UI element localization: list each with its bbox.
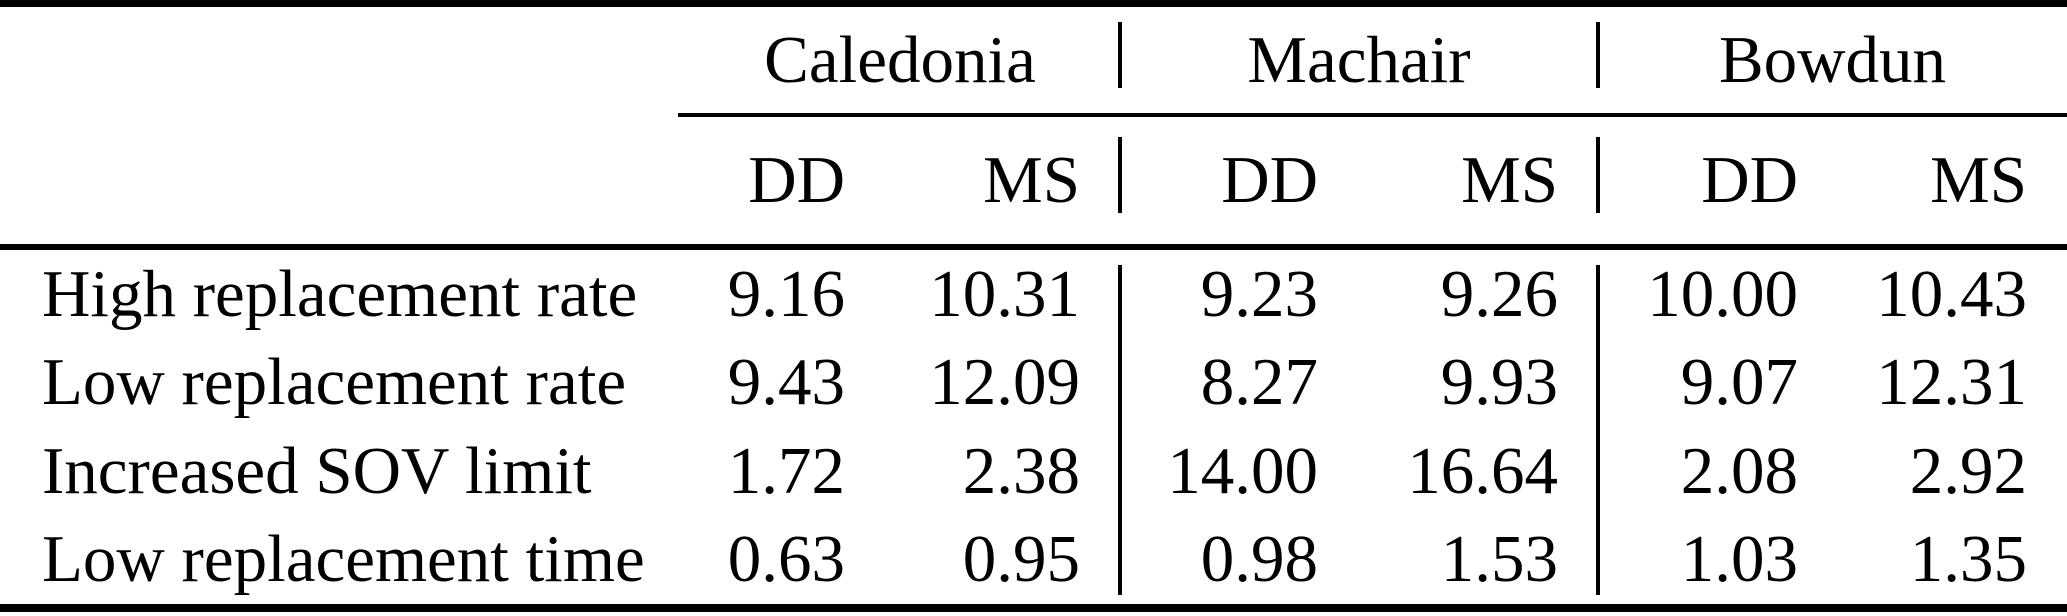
table-bottom-rule xyxy=(0,604,2067,612)
group-header-caledonia: Caledonia xyxy=(764,22,1036,97)
cell-machair-dd: 0.98 xyxy=(1200,522,1318,597)
header-body-separator-rule xyxy=(0,244,2067,250)
cell-bowdun-dd: 1.03 xyxy=(1680,522,1798,597)
cell-machair-ms: 9.26 xyxy=(1440,256,1558,331)
cell-bowdun-ms: 10.43 xyxy=(1876,256,2027,331)
column-divider-1-subheader xyxy=(1118,137,1122,213)
cell-caledonia-ms: 12.09 xyxy=(929,345,1080,420)
cell-bowdun-dd: 2.08 xyxy=(1680,433,1798,508)
cell-bowdun-ms: 12.31 xyxy=(1876,345,2027,420)
table-row-low-replacement-time: Low replacement time 0.63 0.95 0.98 1.53… xyxy=(0,516,2067,605)
cell-machair-dd: 9.23 xyxy=(1200,256,1318,331)
table-row-low-replacement-rate: Low replacement rate 9.43 12.09 8.27 9.9… xyxy=(0,339,2067,428)
subheader-caledonia-ms: MS xyxy=(983,143,1080,217)
cell-caledonia-dd: 1.72 xyxy=(727,433,845,508)
group-header-row: Caledonia Machair Bowdun xyxy=(0,7,2067,113)
column-divider-1-header xyxy=(1118,22,1122,88)
row-label: Low replacement rate xyxy=(42,345,627,420)
table-body: High replacement rate 9.16 10.31 9.23 9.… xyxy=(0,250,2067,604)
row-label: Increased SOV limit xyxy=(42,433,592,508)
cell-caledonia-dd: 9.16 xyxy=(727,256,845,331)
group-header-underline-rule xyxy=(678,113,2067,117)
column-divider-2-body xyxy=(1596,265,1600,595)
table-top-rule xyxy=(0,0,2067,7)
cell-machair-ms: 16.64 xyxy=(1407,433,1558,508)
table-row-increased-sov-limit: Increased SOV limit 1.72 2.38 14.00 16.6… xyxy=(0,427,2067,516)
row-label: High replacement rate xyxy=(42,256,638,331)
cell-caledonia-ms: 2.38 xyxy=(962,433,1080,508)
cell-caledonia-dd: 9.43 xyxy=(727,345,845,420)
cell-machair-ms: 9.93 xyxy=(1440,345,1558,420)
cell-bowdun-ms: 2.92 xyxy=(1909,433,2027,508)
cell-caledonia-ms: 0.95 xyxy=(962,522,1080,597)
subheader-bowdun-dd: DD xyxy=(1701,143,1798,217)
column-divider-2-subheader xyxy=(1596,137,1600,213)
subheader-bowdun-ms: MS xyxy=(1930,143,2027,217)
cell-machair-dd: 14.00 xyxy=(1167,433,1318,508)
table-row-high-replacement-rate: High replacement rate 9.16 10.31 9.23 9.… xyxy=(0,250,2067,339)
cell-machair-ms: 1.53 xyxy=(1440,522,1558,597)
cell-bowdun-ms: 1.35 xyxy=(1909,522,2027,597)
cell-machair-dd: 8.27 xyxy=(1200,345,1318,420)
column-divider-1-body xyxy=(1118,265,1122,595)
row-label: Low replacement time xyxy=(42,522,645,597)
subheader-machair-dd: DD xyxy=(1221,143,1318,217)
cell-bowdun-dd: 10.00 xyxy=(1647,256,1798,331)
cell-caledonia-ms: 10.31 xyxy=(929,256,1080,331)
subheader-caledonia-dd: DD xyxy=(748,143,845,217)
subheader-row: DD MS DD MS DD MS xyxy=(0,117,2067,244)
group-header-machair: Machair xyxy=(1247,22,1471,97)
subheader-machair-ms: MS xyxy=(1461,143,1558,217)
column-divider-2-header xyxy=(1596,22,1600,88)
cell-bowdun-dd: 9.07 xyxy=(1680,345,1798,420)
cell-caledonia-dd: 0.63 xyxy=(727,522,845,597)
group-header-bowdun: Bowdun xyxy=(1718,22,1947,97)
